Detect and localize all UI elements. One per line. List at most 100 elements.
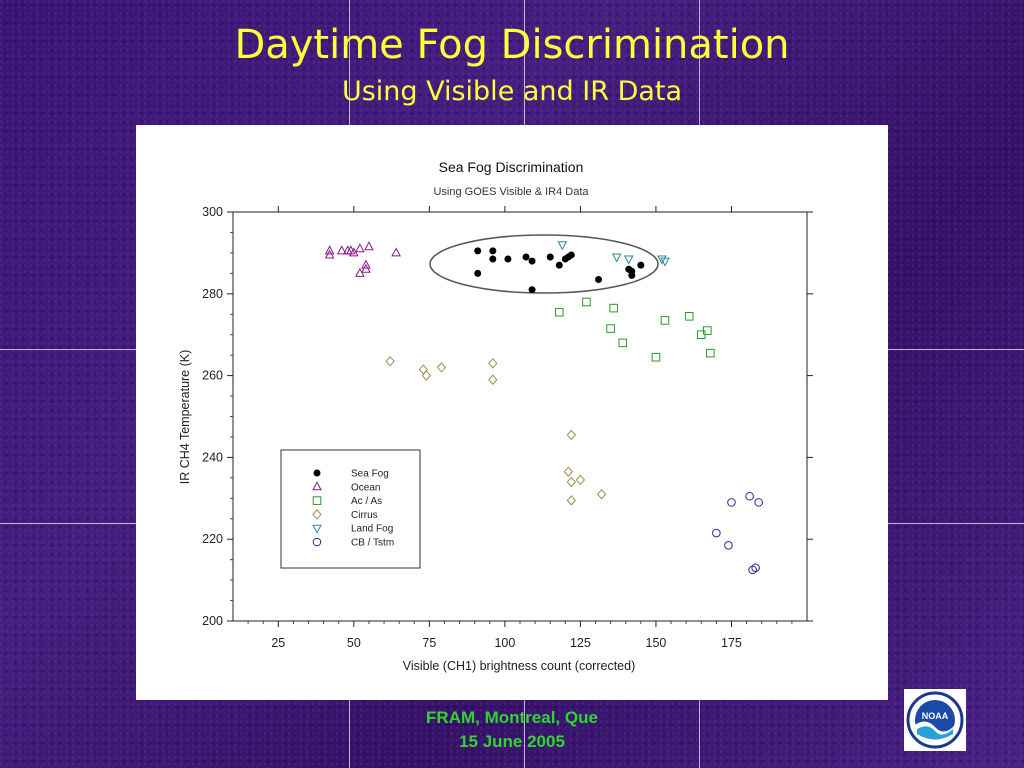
- point-ac-as: [703, 326, 712, 335]
- point-ac-as: [651, 352, 661, 362]
- legend-label-cb-tstm: CB / Tstm: [351, 538, 394, 549]
- x-tick-label: 75: [422, 636, 436, 650]
- point-sea-fog: [546, 253, 554, 261]
- sea-fog-ellipse: [429, 234, 659, 294]
- legend: Sea Fog Ocean Ac / As Cirrus Land Fog CB / Ts…: [280, 449, 421, 569]
- point-ac-as: [606, 324, 615, 333]
- point-cirrus: [488, 358, 498, 369]
- point-cirrus: [575, 474, 586, 486]
- point-ac-as: [554, 307, 564, 317]
- point-sea-fog: [555, 261, 563, 269]
- point-ac-as: [582, 297, 591, 307]
- point-cb-tstm: [712, 528, 721, 538]
- point-cirrus: [418, 364, 428, 375]
- noaa-logo-icon: NOAA: [906, 691, 964, 749]
- point-sea-fog: [628, 267, 636, 275]
- logo-text: NOAA: [922, 711, 949, 721]
- point-sea-fog: [528, 257, 536, 265]
- x-axis-label: Visible (CH1) brightness count (correcte…: [403, 659, 636, 673]
- legend-marker-cirrus: [312, 509, 322, 520]
- point-land-fog: [611, 253, 622, 263]
- point-ocean: [364, 241, 374, 251]
- point-ac-as: [706, 348, 715, 358]
- y-tick-label: 220: [202, 532, 223, 546]
- point-cb-tstm: [727, 498, 736, 507]
- chart-title: Sea Fog Discrimination: [439, 159, 584, 175]
- point-sea-fog: [528, 286, 536, 294]
- footer: FRAM, Montreal, Que 15 June 2005: [362, 706, 662, 754]
- y-axis-label: IR CH4 Temperature (K): [178, 350, 192, 485]
- point-cirrus: [596, 488, 607, 500]
- point-ac-as: [618, 338, 628, 348]
- point-sea-fog: [567, 251, 575, 259]
- point-ocean: [324, 249, 335, 259]
- point-land-fog: [557, 241, 568, 251]
- point-ocean: [361, 263, 371, 273]
- slide-subtitle: Using Visible and IR Data: [341, 76, 683, 107]
- x-tick-label: 100: [494, 636, 515, 650]
- point-cirrus: [566, 476, 577, 488]
- point-cirrus: [385, 356, 395, 367]
- point-cb-tstm: [754, 498, 763, 507]
- footer-date: 15 June 2005: [459, 732, 565, 751]
- legend-label-sea-fog: Sea Fog: [351, 469, 389, 480]
- legend-marker-cb-tstm: [312, 537, 322, 547]
- axes: 25 50 75 100 125 150 175 200 220 240 260 280 300: [202, 205, 813, 650]
- point-cb-tstm: [751, 563, 760, 573]
- data-points: [324, 241, 763, 575]
- point-ac-as: [684, 311, 694, 321]
- legend-marker-sea-fog: [313, 469, 321, 477]
- point-sea-fog: [489, 255, 497, 263]
- point-sea-fog: [474, 247, 482, 255]
- footer-location: FRAM, Montreal, Que: [426, 708, 598, 727]
- point-cb-tstm: [745, 491, 754, 501]
- point-sea-fog: [595, 275, 603, 283]
- point-cirrus: [566, 495, 577, 506]
- legend-marker-ac-as: [312, 496, 322, 505]
- x-tick-label: 125: [570, 636, 591, 650]
- point-sea-fog: [637, 261, 645, 269]
- point-ocean: [361, 259, 371, 269]
- point-cirrus: [488, 374, 498, 385]
- point-ocean: [355, 243, 365, 253]
- point-land-fog: [660, 257, 670, 267]
- x-tick-label: 175: [721, 636, 742, 650]
- legend-marker-land-fog: [312, 524, 322, 534]
- point-ocean: [391, 247, 401, 257]
- x-tick-label: 150: [646, 636, 667, 650]
- x-tick-label: 50: [347, 636, 361, 650]
- point-ac-as: [609, 303, 618, 313]
- point-sea-fog: [522, 253, 530, 261]
- point-ac-as: [660, 316, 670, 325]
- legend-label-land-fog: Land Fog: [351, 524, 393, 535]
- point-cirrus: [563, 466, 574, 477]
- noaa-logo: NOAA: [904, 689, 966, 751]
- y-tick-label: 240: [202, 450, 223, 464]
- point-cirrus: [421, 370, 432, 381]
- point-sea-fog: [474, 269, 482, 277]
- scatter-chart: Sea Fog Discrimination Using GOES Visibl…: [178, 159, 813, 673]
- legend-label-cirrus: Cirrus: [351, 510, 378, 521]
- y-tick-label: 280: [202, 287, 223, 301]
- point-sea-fog: [504, 255, 512, 263]
- point-cirrus: [436, 362, 447, 373]
- legend-label-ac-as: Ac / As: [351, 496, 382, 507]
- y-tick-label: 300: [202, 205, 223, 219]
- point-land-fog: [623, 255, 634, 265]
- legend-marker-ocean: [312, 481, 322, 491]
- legend-items: Sea Fog Ocean Ac / As Cirrus Land Fog CB / Ts…: [312, 469, 394, 549]
- legend-label-ocean: Ocean: [351, 482, 380, 493]
- chart-panel: Sea Fog Discrimination Using GOES Visibl…: [136, 125, 888, 700]
- point-ocean: [336, 245, 347, 255]
- point-land-fog: [657, 255, 667, 265]
- chart-subtitle: Using GOES Visible & IR4 Data: [433, 186, 589, 198]
- slide-title: Daytime Fog Discrimination: [234, 22, 790, 68]
- y-tick-label: 200: [202, 614, 223, 628]
- y-tick-label: 260: [202, 369, 223, 383]
- x-tick-label: 25: [271, 636, 285, 650]
- point-ocean: [324, 245, 335, 255]
- point-cb-tstm: [724, 541, 733, 550]
- point-cirrus: [566, 429, 577, 441]
- point-sea-fog: [489, 247, 497, 255]
- legend-box: [280, 449, 421, 569]
